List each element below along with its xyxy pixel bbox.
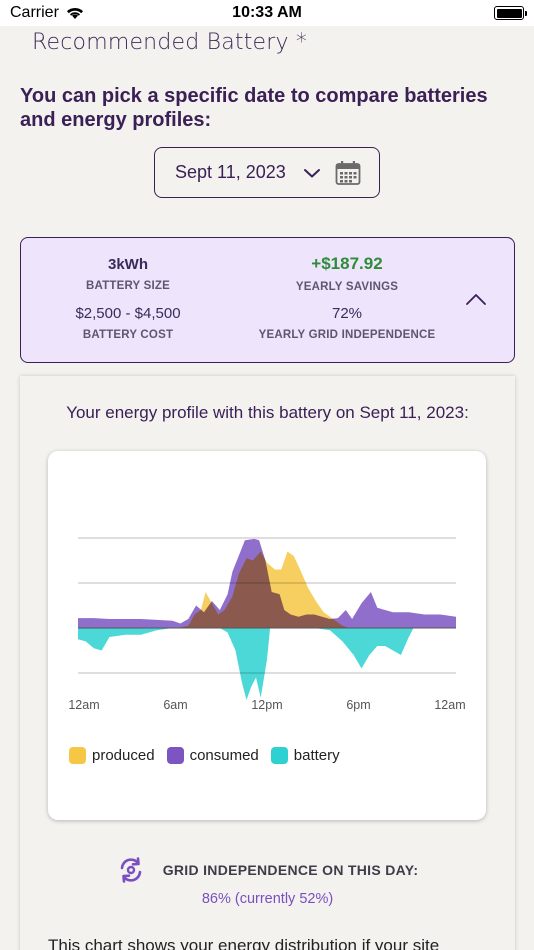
legend-label-battery: battery [293, 747, 340, 764]
grid-independence-day-row: GRID INDEPENDENCE ON THIS DAY: [20, 856, 515, 884]
grid-independence-day-label: GRID INDEPENDENCE ON THIS DAY: [162, 862, 419, 878]
legend-item-produced: produced [69, 747, 155, 764]
legend-swatch-battery [270, 747, 288, 764]
date-picker-value: Sept 11, 2023 [175, 162, 286, 182]
chevron-up-icon[interactable] [465, 292, 487, 306]
x-tick-label-3: 6pm [346, 698, 370, 712]
battery-cost-label: BATTERY COST [82, 329, 174, 341]
x-tick-label-2: 12pm [251, 698, 282, 712]
calendar-icon[interactable] [335, 160, 361, 186]
legend-label-consumed: consumed [189, 747, 259, 764]
energy-profile-title: Your energy profile with this battery on… [66, 403, 469, 422]
x-tick-label-1: 6am [163, 698, 187, 712]
yearly-savings-cell: +$187.92 YEARLY SAVINGS [247, 254, 447, 293]
battery-cost-cell: $2,500 - $4,500 BATTERY COST [48, 305, 208, 341]
battery-summary-card[interactable]: 3kWh BATTERY SIZE +$187.92 YEARLY SAVING… [20, 237, 515, 363]
battery-size-label: BATTERY SIZE [86, 280, 170, 292]
recommended-battery-title: Recommended Battery * [32, 30, 308, 55]
sync-icon [120, 857, 142, 883]
series-area-battery [78, 628, 456, 700]
chart-legend: produced consumed battery [69, 747, 340, 764]
grid-independence-label: YEARLY GRID INDEPENDENCE [258, 329, 436, 341]
battery-cost-value: $2,500 - $4,500 [75, 305, 181, 322]
legend-swatch-consumed [166, 747, 184, 764]
intro-text: You can pick a specific date to compare … [20, 85, 488, 131]
chevron-down-icon [304, 168, 320, 177]
yearly-savings-label: YEARLY SAVINGS [295, 281, 399, 293]
legend-label-produced: produced [92, 747, 155, 764]
legend-swatch-produced [69, 747, 86, 764]
battery-size-cell: 3kWh BATTERY SIZE [48, 256, 208, 292]
series-area-consumed [78, 538, 456, 628]
date-picker[interactable]: Sept 11, 2023 [154, 147, 380, 198]
status-time: 10:33 AM [232, 4, 302, 21]
battery-size-value: 3kWh [107, 256, 148, 273]
x-tick-label-4: 12am [434, 698, 465, 712]
wifi-icon [66, 7, 83, 19]
carrier-label: Carrier [10, 4, 59, 21]
battery-status-icon [494, 6, 527, 20]
status-bar: Carrier 10:33 AM [0, 0, 534, 26]
grid-independence-cell: 72% YEARLY GRID INDEPENDENCE [247, 305, 447, 341]
grid-independence-value: 72% [331, 305, 363, 322]
legend-item-consumed: consumed [166, 747, 259, 764]
legend-item-battery: battery [270, 747, 340, 764]
energy-chart-card: 12am 6am 12pm 6pm 12am produced consumed batte… [48, 451, 486, 820]
energy-area-chart: 12am 6am 12pm 6pm 12am [68, 537, 466, 712]
grid-independence-day-value: 86% (currently 52%) [201, 891, 334, 907]
yearly-savings-value: +$187.92 [311, 254, 383, 273]
x-tick-label-0: 12am [68, 698, 99, 712]
chart-explanation-text: This chart shows your energy distributio… [48, 936, 440, 950]
